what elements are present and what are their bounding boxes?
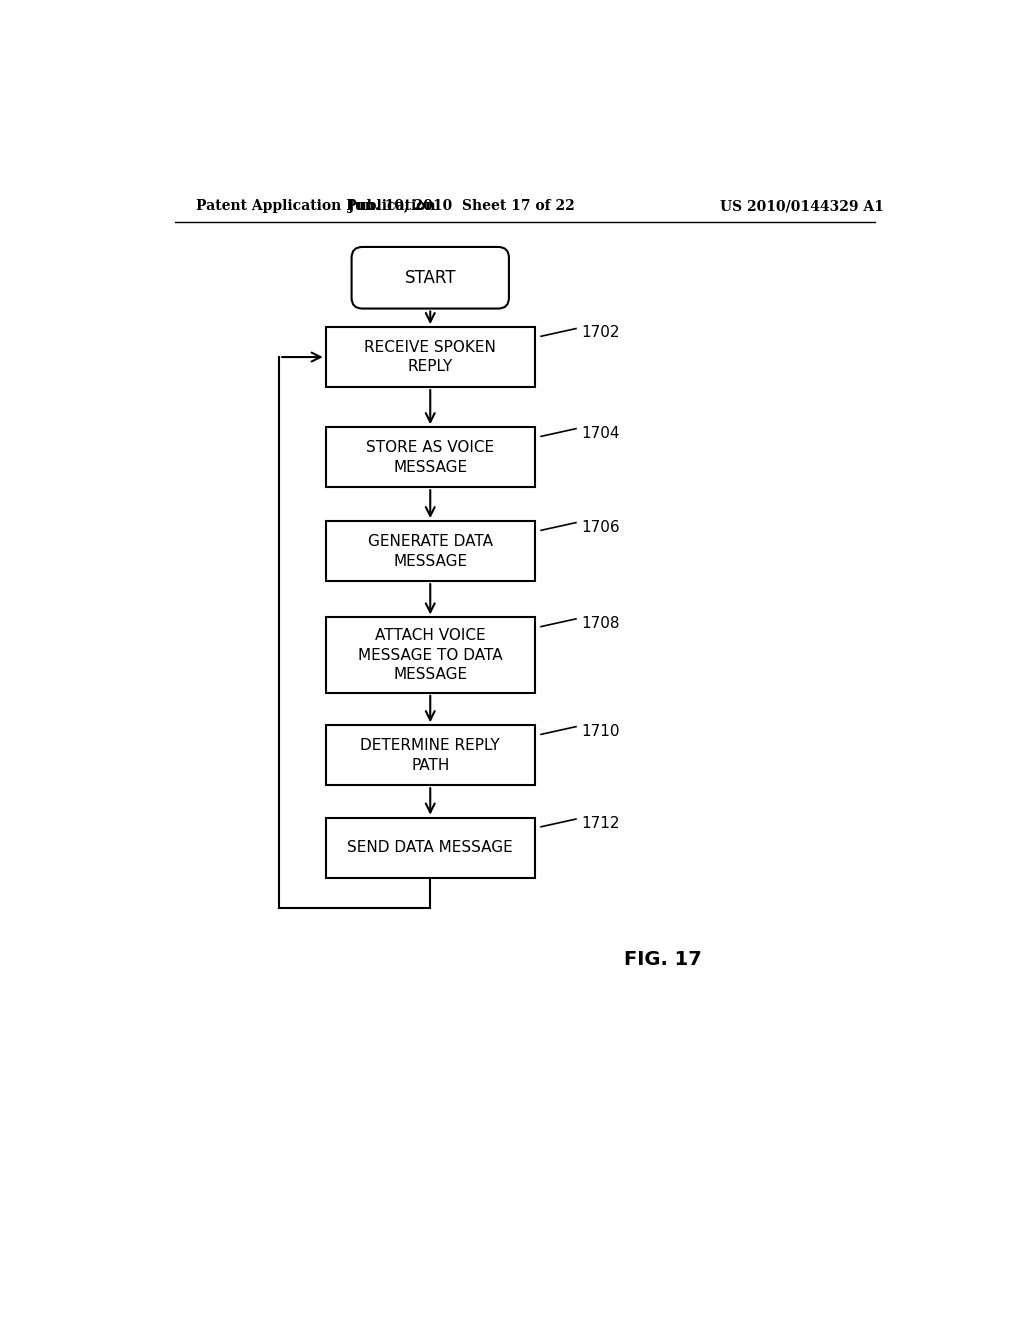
Text: US 2010/0144329 A1: US 2010/0144329 A1 [720, 199, 884, 213]
FancyBboxPatch shape [326, 618, 535, 693]
FancyBboxPatch shape [351, 247, 509, 309]
Text: 1702: 1702 [582, 326, 620, 341]
FancyBboxPatch shape [326, 725, 535, 785]
Text: RECEIVE SPOKEN
REPLY: RECEIVE SPOKEN REPLY [365, 339, 497, 375]
Text: DETERMINE REPLY
PATH: DETERMINE REPLY PATH [360, 738, 500, 772]
Text: 1706: 1706 [582, 520, 620, 535]
Text: STORE AS VOICE
MESSAGE: STORE AS VOICE MESSAGE [367, 440, 495, 475]
Text: Patent Application Publication: Patent Application Publication [197, 199, 436, 213]
FancyBboxPatch shape [326, 521, 535, 581]
FancyBboxPatch shape [326, 327, 535, 387]
FancyBboxPatch shape [326, 428, 535, 487]
Text: 1712: 1712 [582, 816, 620, 832]
Text: FIG. 17: FIG. 17 [624, 949, 701, 969]
Text: SEND DATA MESSAGE: SEND DATA MESSAGE [347, 840, 513, 855]
FancyBboxPatch shape [326, 817, 535, 878]
Text: Jun. 10, 2010  Sheet 17 of 22: Jun. 10, 2010 Sheet 17 of 22 [348, 199, 574, 213]
Text: ATTACH VOICE
MESSAGE TO DATA
MESSAGE: ATTACH VOICE MESSAGE TO DATA MESSAGE [358, 628, 503, 682]
Text: 1710: 1710 [582, 723, 620, 739]
Text: START: START [404, 269, 456, 286]
Text: GENERATE DATA
MESSAGE: GENERATE DATA MESSAGE [368, 533, 493, 569]
Text: 1708: 1708 [582, 615, 620, 631]
Text: 1704: 1704 [582, 425, 620, 441]
